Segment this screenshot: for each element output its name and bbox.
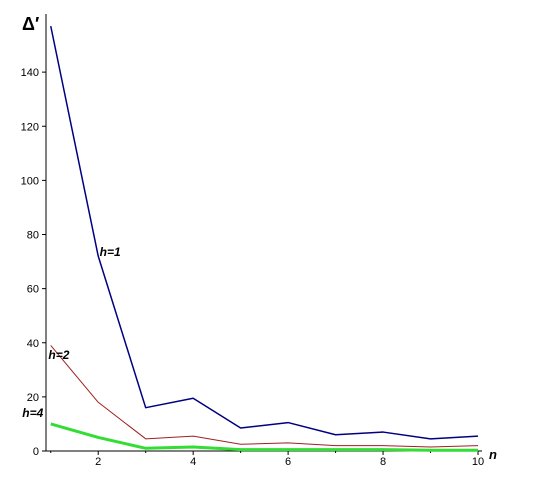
y-tick-label: 100 — [21, 175, 39, 187]
x-tick-label: 8 — [380, 456, 386, 468]
labels: Δ′ n h=1 h=2 h=4 — [22, 14, 497, 462]
series-label-h-1: h=1 — [100, 245, 121, 259]
y-tick-label: 60 — [27, 284, 39, 296]
series-line-h-1 — [50, 25, 479, 440]
y-tick-label: 120 — [21, 121, 39, 133]
series-lines — [50, 25, 479, 452]
series-label-h-2: h=2 — [48, 348, 69, 362]
y-tick-label: 0 — [33, 446, 39, 458]
x-tick-label: 4 — [190, 456, 196, 468]
y-axis-title: Δ′ — [22, 14, 39, 34]
y-tick-label: 40 — [27, 338, 39, 350]
x-tick-label: 6 — [285, 456, 291, 468]
y-tick-label: 140 — [21, 67, 39, 79]
y-tick-label: 80 — [27, 230, 39, 242]
series-label-h-4: h=4 — [22, 406, 43, 420]
x-tick-label: 2 — [95, 456, 101, 468]
x-axis-title: n — [489, 447, 497, 462]
x-tick-label: 10 — [472, 456, 484, 468]
series-line-h-2 — [50, 345, 479, 448]
y-tick-label: 20 — [27, 392, 39, 404]
axes: 0 20 40 60 80 100 120 140 2 4 6 8 10 — [21, 14, 484, 468]
series-line-h-4 — [50, 422, 478, 452]
